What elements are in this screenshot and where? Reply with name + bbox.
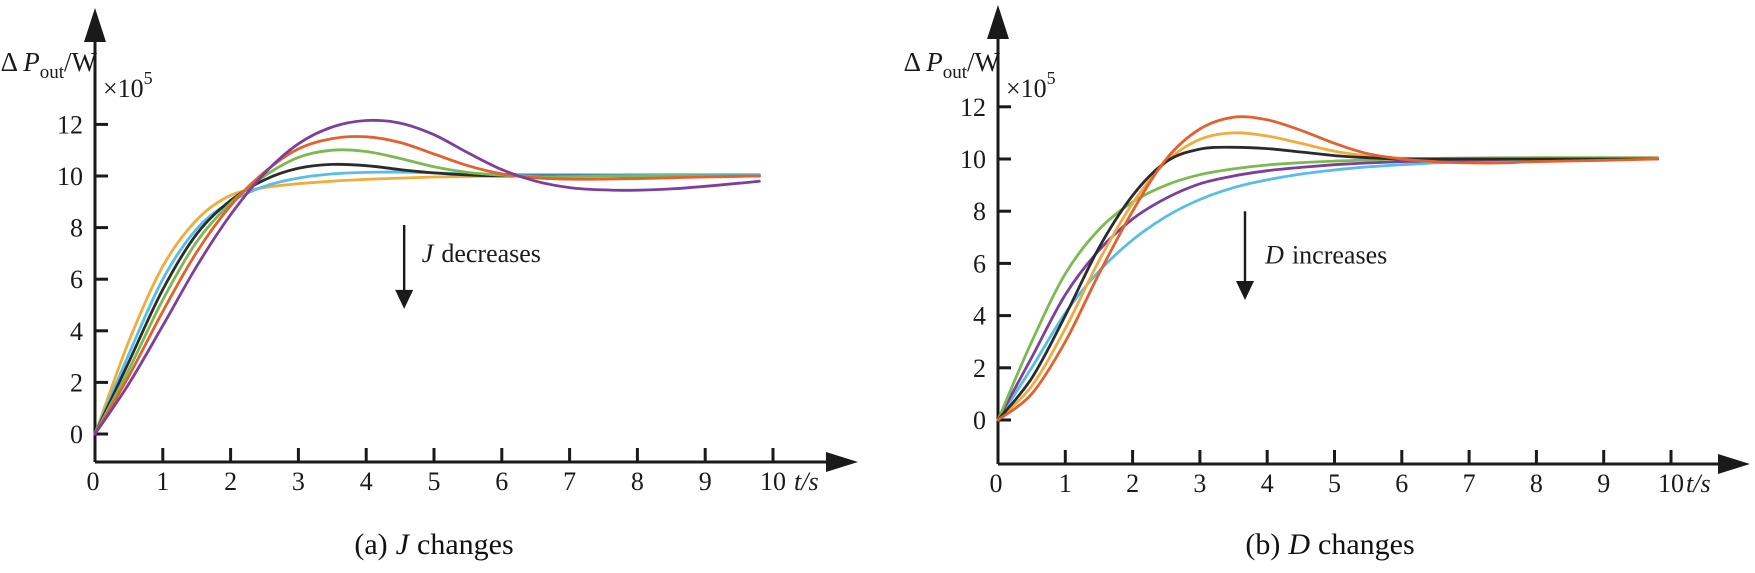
x-tick-label-b: 0: [990, 469, 1003, 498]
y-tick-label-b: 12: [960, 93, 986, 122]
caption-b-index: (b): [1245, 528, 1281, 561]
x-tick-label-a: 8: [631, 467, 644, 496]
y-label-delta-b: Δ: [904, 47, 927, 77]
scale-base-a: ×10: [103, 74, 144, 103]
y-axis-label-b: Δ Pout/W: [904, 47, 1001, 83]
y-tick-label-b: 2: [973, 354, 986, 383]
y-label-variable-b: P: [925, 47, 943, 77]
y-label-unit-a: /W: [64, 47, 98, 77]
x-axis-label-b: t/s: [1686, 469, 1711, 498]
annotation-rest-a: decreases: [441, 239, 541, 268]
x-tick-label-b: 10: [1658, 469, 1684, 498]
x-axis-arrowhead-icon-b: [1718, 454, 1750, 474]
series-blue-a: [93, 170, 761, 436]
x-label-unit-a: /s: [799, 467, 818, 496]
x-tick-label-b: 2: [1126, 469, 1139, 498]
y-axis-arrowhead-icon-a: [84, 8, 106, 42]
caption-a-index: (a): [354, 528, 388, 561]
y-tick-label-b: 0: [973, 406, 986, 435]
y-label-subscript-b: out: [943, 62, 968, 83]
y-tick-label-b: 4: [973, 302, 986, 331]
x-tick-label-a: 4: [360, 467, 373, 496]
y-tick-label-b: 6: [973, 249, 986, 278]
x-axis-arrowhead-icon-a: [826, 452, 858, 472]
x-tick-label-b: 3: [1193, 469, 1206, 498]
x-tick-label-b: 8: [1530, 469, 1543, 498]
series-green-a: [93, 148, 761, 436]
x-tick-label-b: 1: [1059, 469, 1072, 498]
caption-a-variable: J: [395, 528, 409, 561]
x-tick-label-a: 2: [224, 467, 237, 496]
annotation-arrowhead-icon-b: [1235, 280, 1254, 300]
series-purple-a: [93, 118, 761, 436]
y-scale-label-a: ×105: [103, 68, 153, 103]
scale-exponent-b: 5: [1047, 68, 1056, 88]
series-purple-b: [996, 157, 1659, 422]
x-label-variable-a: t: [794, 467, 802, 496]
x-tick-label-b: 9: [1597, 469, 1610, 498]
y-scale-label-b: ×105: [1006, 68, 1056, 103]
y-tick-label-a: 4: [70, 317, 83, 346]
y-label-variable-a: P: [22, 47, 40, 77]
annotation-rest-b: increases: [1292, 240, 1387, 269]
annotation-variable-b: D: [1264, 240, 1284, 269]
series-orange-b: [996, 115, 1659, 422]
x-tick-label-a: 9: [699, 467, 712, 496]
scale-base-b: ×10: [1006, 74, 1047, 103]
y-axis-label-a: Δ Pout/W: [1, 47, 98, 83]
y-label-unit-b: /W: [967, 47, 1001, 77]
y-tick-label-a: 8: [70, 214, 83, 243]
x-tick-label-a: 7: [563, 467, 576, 496]
y-tick-label-a: 2: [70, 368, 83, 397]
y-tick-label-a: 12: [57, 110, 83, 139]
y-tick-label-b: 8: [973, 197, 986, 226]
x-tick-label-a: 5: [428, 467, 441, 496]
scale-exponent-a: 5: [144, 68, 153, 88]
x-tick-label-b: 4: [1261, 469, 1274, 498]
x-tick-label-b: 5: [1328, 469, 1341, 498]
series-orange-a: [93, 135, 761, 436]
x-axis-label-a: t/s: [794, 467, 819, 496]
y-tick-label-b: 10: [960, 145, 986, 174]
x-tick-label-b: 7: [1463, 469, 1476, 498]
caption-a-rest: changes: [417, 528, 514, 561]
y-tick-label-a: 10: [57, 162, 83, 191]
x-tick-label-a: 3: [292, 467, 305, 496]
caption-b-variable: D: [1288, 528, 1311, 561]
annotation-variable-a: J: [422, 239, 435, 268]
y-axis-arrowhead-icon-b: [987, 5, 1009, 39]
y-label-subscript-a: out: [40, 62, 65, 83]
series-black-b: [996, 145, 1659, 422]
series-green-b: [996, 156, 1659, 422]
y-label-delta-a: Δ: [1, 47, 24, 77]
series-black-a: [93, 162, 761, 436]
x-label-variable-b: t: [1686, 469, 1694, 498]
x-tick-label-a: 10: [760, 467, 786, 496]
caption-b-rest: changes: [1318, 528, 1415, 561]
x-tick-label-a: 6: [495, 467, 508, 496]
series-blue-b: [996, 157, 1659, 422]
x-tick-label-a: 1: [156, 467, 169, 496]
x-tick-label-a: 0: [87, 467, 100, 496]
x-label-unit-b: /s: [1691, 469, 1710, 498]
y-tick-label-a: 0: [70, 420, 83, 449]
series-yellow-a: [93, 174, 761, 436]
x-tick-label-b: 6: [1395, 469, 1408, 498]
annotation-arrowhead-icon-a: [395, 289, 414, 309]
y-tick-label-a: 6: [70, 265, 83, 294]
